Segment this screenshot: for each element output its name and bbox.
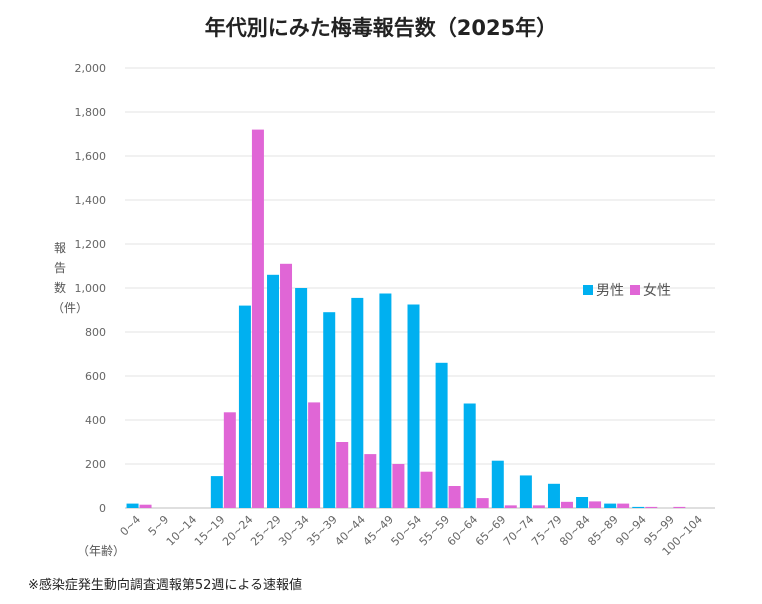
x-tick-label: 30~34	[276, 513, 312, 549]
bar-female	[392, 464, 405, 508]
x-tick-label: 65~69	[473, 513, 509, 549]
y-tick-label: 1,800	[75, 106, 107, 119]
x-tick-label: 40~44	[332, 513, 368, 549]
x-tick-label: 55~59	[417, 513, 453, 549]
bar-female	[139, 504, 152, 508]
legend-label-male: 男性	[596, 283, 624, 299]
bar-female	[420, 471, 433, 508]
y-tick-label: 200	[85, 458, 106, 471]
x-tick-label: 75~79	[529, 513, 565, 549]
bar-female	[223, 412, 236, 508]
bar-female	[504, 505, 517, 508]
chart-title: 年代別にみた梅毒報告数（2025年）	[204, 16, 558, 40]
y-tick-label: 0	[99, 502, 106, 515]
bar-female	[532, 505, 545, 508]
bar-female	[280, 263, 293, 508]
legend-item-female: 女性	[630, 280, 671, 300]
legend-label-female: 女性	[643, 283, 671, 299]
bar-female	[308, 402, 321, 508]
bar-male	[351, 297, 364, 508]
footnote: ※感染症発生動向調査週報第52週による速報値	[28, 578, 303, 593]
y-tick-label: 1,000	[75, 282, 107, 295]
x-tick-label: 35~39	[304, 513, 340, 549]
y-tick-label: 1,200	[75, 238, 107, 251]
bar-male	[463, 403, 476, 508]
bar-male	[407, 304, 420, 508]
bar-male	[604, 503, 617, 508]
bar-male	[576, 497, 589, 508]
bar-male	[491, 460, 504, 508]
x-tick-label: 70~74	[501, 513, 537, 549]
bar-male	[267, 274, 280, 508]
x-tick-label: 50~54	[389, 513, 425, 549]
bar-male	[435, 362, 448, 508]
bar-female	[251, 129, 264, 508]
bar-male	[126, 503, 139, 508]
bar-female	[560, 501, 573, 508]
legend-swatch-female	[630, 285, 640, 295]
bar-male	[632, 506, 645, 508]
bar-male	[238, 305, 251, 508]
x-tick-label: 85~89	[585, 513, 621, 549]
bar-male	[323, 312, 336, 508]
x-tick-label: 15~19	[192, 513, 228, 549]
legend-item-male: 男性	[583, 280, 624, 300]
y-tick-label: 1,600	[75, 150, 107, 163]
x-axis-unit-label: （年齢）	[77, 544, 126, 558]
bar-male	[210, 476, 223, 508]
y-tick-label: 1,400	[75, 194, 107, 207]
x-tick-label: 25~29	[248, 513, 284, 549]
bar-female	[673, 506, 686, 508]
x-tick-label: 45~49	[361, 513, 397, 549]
bar-female	[476, 498, 489, 508]
legend-swatch-male	[583, 285, 593, 295]
y-tick-label: 600	[85, 370, 106, 383]
bar-female	[336, 442, 349, 508]
bar-male	[379, 293, 392, 508]
bar-female	[645, 506, 658, 508]
bar-female	[364, 454, 377, 508]
bar-female	[617, 503, 630, 508]
y-tick-label: 400	[85, 414, 106, 427]
bar-female	[589, 501, 602, 508]
y-tick-label: 800	[85, 326, 106, 339]
bar-female	[448, 486, 461, 508]
bar-male	[295, 288, 308, 508]
x-tick-label: 10~14	[164, 513, 200, 549]
x-tick-label: 90~94	[613, 513, 649, 549]
y-tick-label: 2,000	[75, 62, 107, 75]
x-tick-label: 20~24	[220, 513, 256, 549]
x-tick-label: 80~84	[557, 513, 593, 549]
x-tick-label: 60~64	[445, 513, 481, 549]
bar-male	[519, 475, 532, 508]
x-tick-label: 0~4	[118, 513, 144, 539]
bar-male	[547, 483, 560, 508]
legend: 男性 女性	[583, 280, 671, 300]
